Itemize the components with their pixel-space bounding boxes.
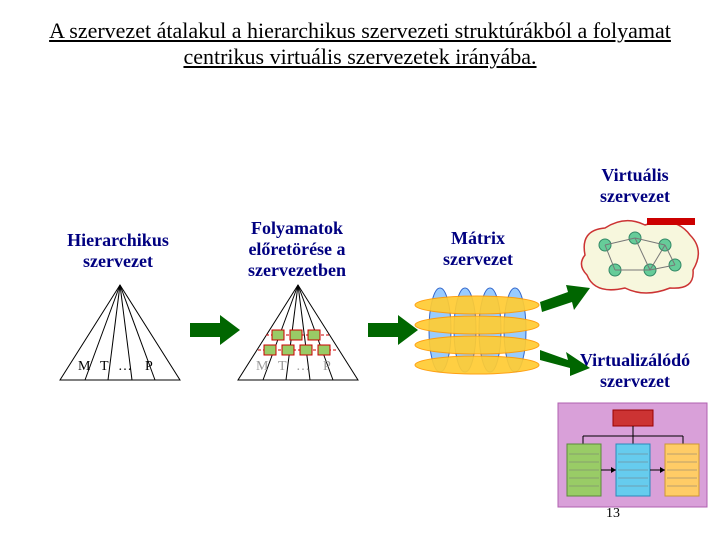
virtual-diagram xyxy=(575,210,705,300)
label-hierarchikus-text: Hierarchikus szervezet xyxy=(67,230,169,271)
label-matrix: Mátrix szervezet xyxy=(418,228,538,270)
triangle-hierarchikus: M T … P xyxy=(50,280,190,390)
label-folyamatok: Folyamatok előretörése a szervezetben xyxy=(222,218,372,281)
slide-title: A szervezet átalakul a hierarchikus szer… xyxy=(0,18,720,71)
triangle2-letter-2: … xyxy=(296,359,310,374)
triangle2-letter-1: T xyxy=(278,359,287,374)
label-virtualis-text: Virtuális szervezet xyxy=(600,165,670,206)
label-matrix-text: Mátrix szervezet xyxy=(443,228,513,269)
triangle1-letter-3: P xyxy=(145,359,153,374)
triangle1-letter-1: T xyxy=(100,359,109,374)
page-number: 13 xyxy=(606,506,620,522)
triangle1-letter-0: M xyxy=(78,359,91,374)
triangle-folyamatok: M T … P xyxy=(228,280,368,390)
triangle1-letter-2: … xyxy=(118,359,132,374)
arrow-4 xyxy=(540,340,590,380)
virtualizing-diagram xyxy=(555,400,710,510)
label-virtualis: Virtuális szervezet xyxy=(575,165,695,207)
label-virtualizalodo-text: Virtualizálódó szervezet xyxy=(580,350,690,391)
triangle2-letter-3: P xyxy=(323,359,331,374)
label-folyamatok-text: Folyamatok előretörése a szervezetben xyxy=(248,218,346,280)
triangle2-letter-0: M xyxy=(256,359,269,374)
label-hierarchikus: Hierarchikus szervezet xyxy=(48,230,188,272)
matrix-diagram xyxy=(410,280,540,380)
